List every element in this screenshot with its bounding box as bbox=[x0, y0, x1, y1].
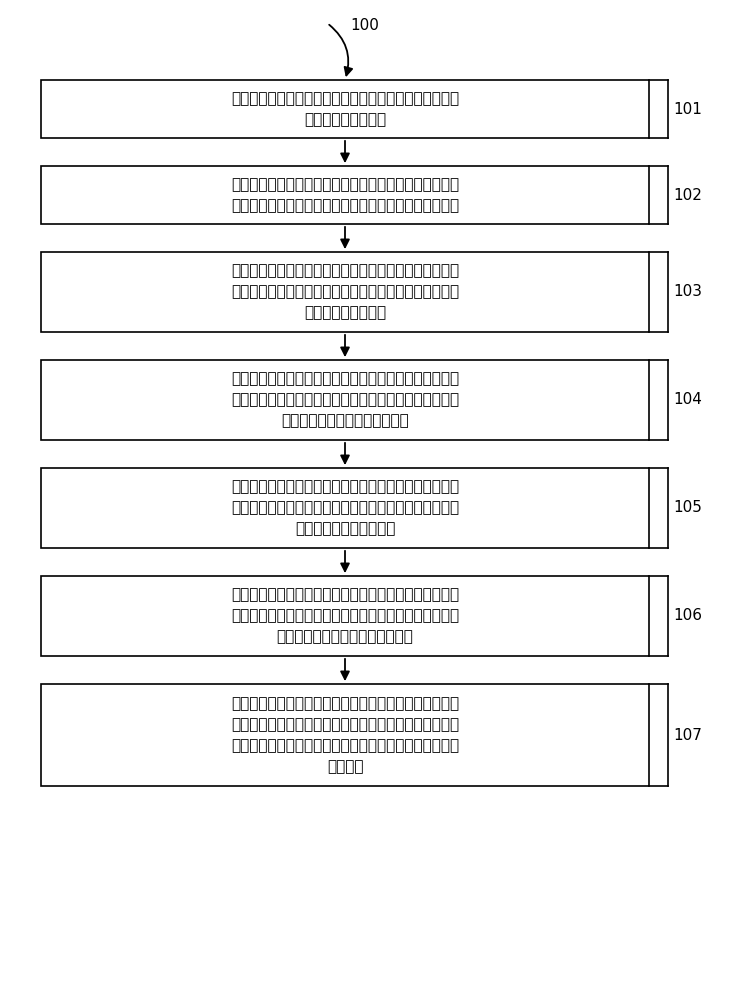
Text: 根据设计参数和冲击工况，采用有限元仿真软件计算得到
每组冲击工况下钢管混凝土构件的整体变形和残余承载力: 根据设计参数和冲击工况，采用有限元仿真软件计算得到 每组冲击工况下钢管混凝土构件… bbox=[231, 177, 459, 213]
Text: 连接同一局部损伤评估指标对应的局部损伤分界点作为局
部损伤评估曲线，采用交汇的整体损伤评估曲线和局部损
伤评估曲线形成的多个损伤等级构成整体与局部损伤联合
评估: 连接同一局部损伤评估指标对应的局部损伤分界点作为局 部损伤评估曲线，采用交汇的整… bbox=[231, 696, 459, 774]
Text: 获取预设的局部损伤评估指标，并结合局部损伤评估模型
及整体耗能、总耗能和局部耗能的关系式，计算每条整体
损伤评估曲线上的局部损伤分界点: 获取预设的局部损伤评估指标，并结合局部损伤评估模型 及整体耗能、总耗能和局部耗能… bbox=[231, 587, 459, 645]
Bar bbox=[41, 360, 649, 440]
Bar bbox=[41, 468, 649, 548]
Text: 获取钢管混凝土构件的设计参数及施加于钢管混凝土构件
上的若干组冲击工况: 获取钢管混凝土构件的设计参数及施加于钢管混凝土构件 上的若干组冲击工况 bbox=[231, 91, 459, 127]
Text: 107: 107 bbox=[674, 728, 702, 742]
Text: 101: 101 bbox=[674, 102, 702, 116]
Text: 105: 105 bbox=[674, 500, 702, 516]
Bar bbox=[41, 166, 649, 224]
Text: 100: 100 bbox=[350, 18, 380, 33]
Bar bbox=[41, 252, 649, 332]
Text: 104: 104 bbox=[674, 392, 702, 408]
Bar bbox=[41, 684, 649, 786]
Bar bbox=[41, 576, 649, 656]
Text: 根据每组整体变形和残余承载力，采用钢管混凝土构件在
开裂前后相统一的整体损伤评估模型计算钢管混凝土构件
的整体损伤评估指标: 根据每组整体变形和残余承载力，采用钢管混凝土构件在 开裂前后相统一的整体损伤评估… bbox=[231, 263, 459, 320]
Text: 102: 102 bbox=[674, 188, 702, 202]
Text: 选取整体损伤评估指标等于整体损伤边界点的冲击工况，
并采用同一整体损伤边界点对应的所有冲击工况绘制钢管
混凝土构件的整体损伤评估曲线: 选取整体损伤评估指标等于整体损伤边界点的冲击工况， 并采用同一整体损伤边界点对应… bbox=[231, 371, 459, 428]
Text: 106: 106 bbox=[674, 608, 703, 624]
Text: 选取每条整体损伤评估曲线的水平渐近线的数值作为冲击
荷载作用下钢管混凝土构件的整体耗能，整体损伤评估曲
线上的任一点作为总耗能: 选取每条整体损伤评估曲线的水平渐近线的数值作为冲击 荷载作用下钢管混凝土构件的整… bbox=[231, 480, 459, 536]
Text: 103: 103 bbox=[674, 284, 703, 300]
Bar bbox=[41, 80, 649, 138]
